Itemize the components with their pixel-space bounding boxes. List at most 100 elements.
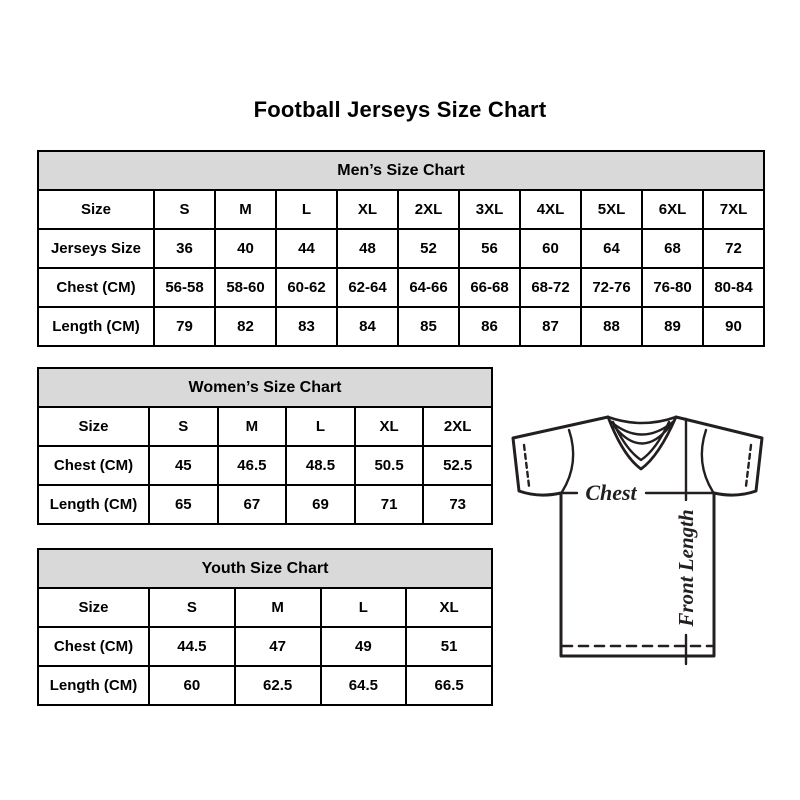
- value-cell: 72-76: [580, 267, 643, 308]
- value-cell: 4XL: [519, 189, 582, 230]
- table-row: Jerseys Size 36 40 44 48 52 56 60 64 68 72: [37, 228, 765, 269]
- value-cell: L: [285, 406, 356, 447]
- youth-table-title: Youth Size Chart: [37, 548, 493, 589]
- table-row: Size S M L XL 2XL: [37, 406, 493, 447]
- womens-table-title: Women’s Size Chart: [37, 367, 493, 408]
- page-title: Football Jerseys Size Chart: [253, 97, 547, 122]
- table-row: Length (CM) 79 82 83 84 85 86 87 88 89 90: [37, 306, 765, 347]
- value-cell: XL: [353, 406, 425, 447]
- value-cell: S: [153, 189, 216, 230]
- table-row: Size S M L XL: [37, 587, 493, 628]
- value-cell: S: [148, 406, 219, 447]
- value-cell: L: [275, 189, 338, 230]
- mens-table-title: Men’s Size Chart: [37, 150, 765, 191]
- vneck-outer-icon: [606, 415, 678, 471]
- value-cell: 58-60: [214, 267, 277, 308]
- value-cell: 52: [397, 228, 460, 269]
- value-cell: 84: [336, 306, 399, 347]
- value-cell: S: [148, 587, 236, 628]
- jersey-body-outline-icon: [511, 415, 764, 658]
- value-cell: 49: [319, 626, 408, 667]
- value-cell: 64.5: [319, 665, 408, 706]
- value-cell: 88: [580, 306, 643, 347]
- value-cell: 48: [336, 228, 399, 269]
- row-label-cell: Size: [37, 189, 155, 230]
- value-cell: 3XL: [458, 189, 521, 230]
- value-cell: 83: [275, 306, 338, 347]
- value-cell: XL: [405, 587, 493, 628]
- value-cell: 36: [153, 228, 216, 269]
- value-cell: 65: [148, 484, 219, 525]
- row-label-cell: Length (CM): [37, 306, 155, 347]
- table-row: Size S M L XL 2XL 3XL 4XL 5XL 6XL 7XL: [37, 189, 765, 230]
- value-cell: 44.5: [148, 626, 236, 667]
- cuff-dash-left-icon: [522, 443, 531, 488]
- value-cell: 80-84: [702, 267, 765, 308]
- row-label-cell: Chest (CM): [37, 445, 150, 486]
- row-label-cell: Size: [37, 406, 150, 447]
- value-cell: 6XL: [641, 189, 704, 230]
- value-cell: 60: [519, 228, 582, 269]
- table-header-row: Men’s Size Chart: [37, 150, 765, 191]
- youth-size-table: Youth Size Chart Size S M L XL Chest (CM) 44.5 4…: [37, 548, 493, 706]
- value-cell: 64-66: [397, 267, 460, 308]
- value-cell: 60: [148, 665, 236, 706]
- value-cell: 68: [641, 228, 704, 269]
- value-cell: 56: [458, 228, 521, 269]
- value-cell: 52.5: [422, 445, 493, 486]
- value-cell: 89: [641, 306, 704, 347]
- value-cell: 60-62: [275, 267, 338, 308]
- value-cell: 76-80: [641, 267, 704, 308]
- value-cell: 87: [519, 306, 582, 347]
- table-row: Length (CM) 65 67 69 71 73: [37, 484, 493, 525]
- chest-label: Chest: [585, 480, 637, 505]
- value-cell: 82: [214, 306, 277, 347]
- armhole-left-icon: [560, 428, 575, 494]
- value-cell: 68-72: [519, 267, 582, 308]
- cuff-dash-right-icon: [744, 443, 753, 488]
- value-cell: 73: [422, 484, 493, 525]
- armhole-right-icon: [700, 428, 715, 494]
- value-cell: 62.5: [233, 665, 322, 706]
- table-header-row: Women’s Size Chart: [37, 367, 493, 408]
- mens-size-table: Men’s Size Chart Size S M L XL 2XL 3XL 4XL 5XL 6XL…: [37, 150, 765, 347]
- jersey-diagram-icon: Chest Front Length: [511, 415, 764, 666]
- jersey-measurement-diagram: Chest Front Length: [505, 388, 770, 680]
- collar-top-icon: [606, 415, 678, 425]
- table-row: Chest (CM) 45 46.5 48.5 50.5 52.5: [37, 445, 493, 486]
- value-cell: 2XL: [397, 189, 460, 230]
- value-cell: 66-68: [458, 267, 521, 308]
- value-cell: 5XL: [580, 189, 643, 230]
- value-cell: 46.5: [216, 445, 288, 486]
- value-cell: 44: [275, 228, 338, 269]
- value-cell: 64: [580, 228, 643, 269]
- front-length-label: Front Length: [674, 509, 698, 627]
- value-cell: 7XL: [702, 189, 765, 230]
- row-label-cell: Size: [37, 587, 150, 628]
- table-row: Chest (CM) 44.5 47 49 51: [37, 626, 493, 667]
- value-cell: 62-64: [336, 267, 399, 308]
- table-row: Length (CM) 60 62.5 64.5 66.5: [37, 665, 493, 706]
- value-cell: 40: [214, 228, 277, 269]
- value-cell: 2XL: [422, 406, 493, 447]
- value-cell: L: [319, 587, 408, 628]
- value-cell: M: [214, 189, 277, 230]
- value-cell: 47: [233, 626, 322, 667]
- value-cell: 71: [353, 484, 425, 525]
- womens-size-table: Women’s Size Chart Size S M L XL 2XL Chest (CM)…: [37, 367, 493, 525]
- row-label-cell: Chest (CM): [37, 267, 155, 308]
- row-label-cell: Length (CM): [37, 665, 150, 706]
- value-cell: 51: [405, 626, 493, 667]
- value-cell: 90: [702, 306, 765, 347]
- value-cell: XL: [336, 189, 399, 230]
- value-cell: 66.5: [405, 665, 493, 706]
- value-cell: 67: [216, 484, 288, 525]
- value-cell: 79: [153, 306, 216, 347]
- value-cell: 72: [702, 228, 765, 269]
- row-label-cell: Length (CM): [37, 484, 150, 525]
- value-cell: M: [233, 587, 322, 628]
- value-cell: 56-58: [153, 267, 216, 308]
- value-cell: 69: [285, 484, 356, 525]
- value-cell: M: [216, 406, 288, 447]
